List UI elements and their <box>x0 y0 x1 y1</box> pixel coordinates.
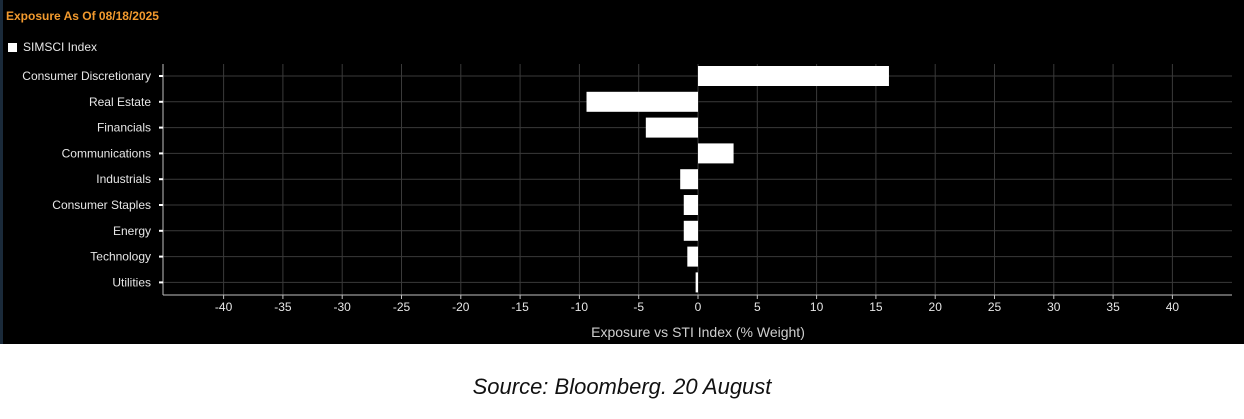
source-caption: Source: Bloomberg. 20 August <box>472 374 772 399</box>
x-tick-label: -40 <box>215 300 233 314</box>
x-tick-label: 35 <box>1106 300 1120 314</box>
x-axis-title: Exposure vs STI Index (% Weight) <box>591 324 805 340</box>
category-label: Consumer Staples <box>52 198 151 212</box>
category-label: Communications <box>62 146 151 160</box>
x-tick-label: 15 <box>869 300 883 314</box>
x-tick-label: 25 <box>988 300 1002 314</box>
chart-panel: Exposure As Of 08/18/2025 SIMSCI Index C… <box>0 0 1244 344</box>
chart-title: Exposure As Of 08/18/2025 <box>6 9 159 23</box>
panel-edge <box>0 0 3 344</box>
category-label: Utilities <box>112 275 151 289</box>
x-tick-label: -35 <box>274 300 292 314</box>
x-tick-label: -15 <box>511 300 529 314</box>
x-tick-label: 20 <box>929 300 943 314</box>
category-label: Financials <box>97 121 151 135</box>
bar-chart: Consumer Discretionary Real Estate Financi… <box>22 64 1232 340</box>
x-tick-label: -30 <box>334 300 352 314</box>
bar <box>680 169 698 190</box>
x-tick-label: -25 <box>393 300 411 314</box>
x-tick-label: -20 <box>452 300 470 314</box>
legend-swatch <box>8 42 17 52</box>
bar <box>683 220 698 241</box>
x-tick-label: 0 <box>695 300 702 314</box>
category-label: Real Estate <box>89 95 151 109</box>
x-tick-label: -10 <box>571 300 589 314</box>
x-tick-label: 10 <box>810 300 824 314</box>
bar <box>687 246 698 267</box>
bar <box>645 117 698 138</box>
category-label: Consumer Discretionary <box>22 69 151 83</box>
bar <box>695 272 698 293</box>
x-tick-label: -5 <box>633 300 644 314</box>
category-label: Energy <box>113 224 151 238</box>
legend-label: SIMSCI Index <box>23 40 98 54</box>
x-tick-label: 5 <box>754 300 761 314</box>
bar <box>586 91 698 112</box>
bar <box>698 66 889 86</box>
category-label: Industrials <box>96 172 151 186</box>
legend: SIMSCI Index <box>8 40 97 54</box>
bar <box>698 143 734 164</box>
x-tick-label: 30 <box>1047 300 1061 314</box>
x-tick-label: 40 <box>1166 300 1180 314</box>
category-label: Technology <box>90 250 151 264</box>
bar <box>683 195 698 215</box>
